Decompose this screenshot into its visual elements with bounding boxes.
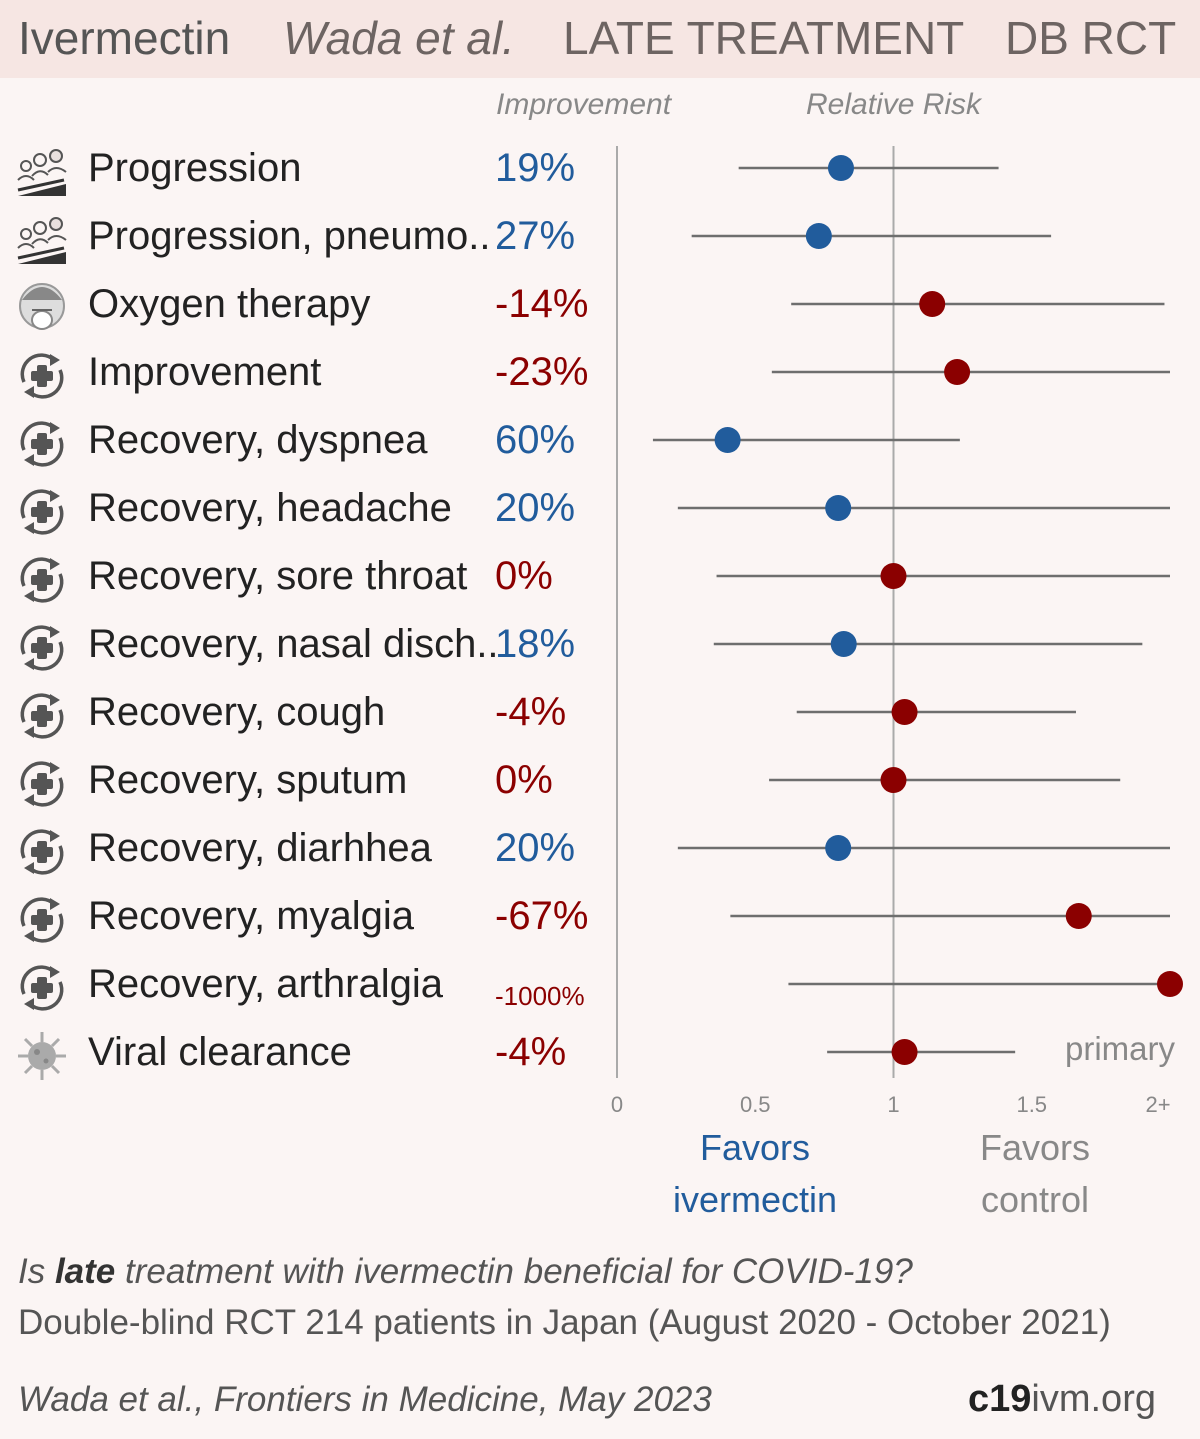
question-pre: Is — [18, 1252, 55, 1291]
x-tick-label: 1.5 — [1016, 1092, 1047, 1117]
relative-risk-point — [1065, 903, 1092, 929]
relative-risk-point — [891, 1039, 918, 1065]
brand-link[interactable]: c19ivm.org — [968, 1378, 1156, 1421]
relative-risk-point — [944, 359, 971, 385]
improvement-value: 60% — [495, 418, 576, 462]
relative-risk-point — [919, 291, 946, 317]
relative-risk-point — [805, 223, 832, 249]
study-design: Double-blind RCT 214 patients in Japan (… — [18, 1303, 1111, 1342]
recovery-icon — [14, 756, 70, 812]
relative-risk-column-header: Relative Risk — [806, 88, 982, 121]
favors-left-line1: Favors — [699, 1127, 811, 1168]
question-post: treatment with ivermectin beneficial for… — [115, 1252, 913, 1291]
x-tick-label: 0 — [611, 1092, 623, 1117]
outcome-row: Recovery, myalgia -67% — [0, 884, 1200, 952]
recovery-icon — [14, 416, 70, 472]
relative-risk-point — [1157, 971, 1183, 997]
outcome-row: Recovery, diarhhea 20% — [0, 816, 1200, 884]
citation: Wada et al., Frontiers in Medicine, May … — [18, 1380, 712, 1419]
outcome-label: Progression — [88, 146, 302, 190]
improvement-value: 20% — [495, 826, 576, 870]
improvement-value: -4% — [495, 690, 567, 734]
outcome-label: Oxygen therapy — [88, 282, 371, 326]
relative-risk-point — [827, 155, 854, 181]
outcome-label: Recovery, headache — [88, 486, 452, 530]
progression-icon — [14, 212, 70, 268]
question-bold: late — [54, 1252, 116, 1291]
favors-right-line2: control — [980, 1179, 1090, 1220]
improvement-value: -1000% — [495, 981, 585, 1011]
outcome-label: Recovery, arthralgia — [88, 962, 443, 1006]
outcome-row: Progression, pneumo.. 27% — [0, 204, 1200, 272]
relative-risk-point — [830, 631, 857, 657]
relative-risk-point — [714, 427, 741, 453]
relative-risk-point — [825, 835, 852, 861]
outcome-label: Recovery, nasal disch.. — [88, 622, 499, 666]
recovery-icon — [14, 552, 70, 608]
brand-rest: ivm.org — [1031, 1378, 1156, 1420]
improvement-value: 20% — [495, 486, 576, 530]
treatment-title: LATE TREATMENT — [563, 12, 965, 64]
outcome-label: Recovery, diarhhea — [88, 826, 432, 870]
improvement-value: -23% — [495, 350, 589, 394]
improvement-value: 0% — [495, 554, 553, 598]
favors-control-label: Favors control — [935, 1122, 1135, 1226]
outcome-label: Recovery, dyspnea — [88, 418, 428, 462]
x-tick-label: 0.5 — [740, 1092, 771, 1117]
improvement-value: -14% — [495, 282, 589, 326]
outcome-label: Recovery, sputum — [88, 758, 408, 802]
authors-title: Wada et al. — [283, 12, 515, 64]
outcome-label: Viral clearance — [88, 1030, 352, 1074]
favors-left-line2: ivermectin — [672, 1179, 838, 1220]
favors-right-line1: Favors — [979, 1127, 1091, 1168]
brand-bold: c19 — [968, 1378, 1032, 1420]
improvement-value: -4% — [495, 1030, 567, 1074]
relative-risk-point — [825, 495, 852, 521]
outcome-label: Recovery, myalgia — [88, 894, 415, 938]
improvement-value: 0% — [495, 758, 553, 802]
study-question: Is late treatment with ivermectin benefi… — [18, 1252, 913, 1292]
x-tick-label: 1 — [887, 1092, 899, 1117]
recovery-icon — [14, 688, 70, 744]
progression-icon — [14, 144, 70, 200]
outcome-label: Recovery, cough — [88, 690, 386, 734]
outcome-row: Recovery, arthralgia -1000% — [0, 952, 1200, 1020]
recovery-icon — [14, 824, 70, 880]
recovery-icon — [14, 484, 70, 540]
improvement-value: 18% — [495, 622, 576, 666]
improvement-value: -67% — [495, 894, 589, 938]
title-bar: Ivermectin Wada et al. LATE TREATMENT DB… — [0, 0, 1200, 78]
improvement-column-header: Improvement — [496, 88, 672, 121]
outcome-label: Improvement — [88, 350, 322, 394]
x-tick-label: 2+ — [1145, 1092, 1170, 1117]
outcome-label: Recovery, sore throat — [88, 554, 468, 598]
drug-title: Ivermectin — [18, 12, 231, 64]
improvement-value: 19% — [495, 146, 576, 190]
relative-risk-point — [880, 563, 907, 589]
outcome-row: Recovery, nasal disch.. 18% — [0, 612, 1200, 680]
outcome-row: Recovery, headache 20% — [0, 476, 1200, 544]
outcome-row: Oxygen therapy -14% — [0, 272, 1200, 340]
outcome-row: Progression 19% — [0, 136, 1200, 204]
favors-ivermectin-label: Favors ivermectin — [650, 1122, 860, 1226]
outcome-label: Progression, pneumo.. — [88, 214, 491, 258]
primary-label: primary — [1065, 1030, 1176, 1067]
recovery-icon — [14, 960, 70, 1016]
study-type-title: DB RCT — [1005, 12, 1177, 64]
improvement-value: 27% — [495, 214, 576, 258]
outcome-row: Recovery, dyspnea 60% — [0, 408, 1200, 476]
recovery-icon — [14, 892, 70, 948]
oxygen-mask-icon — [14, 280, 70, 336]
outcome-row: Recovery, sore throat 0% — [0, 544, 1200, 612]
relative-risk-point — [880, 767, 907, 793]
outcome-row: Recovery, cough -4% — [0, 680, 1200, 748]
recovery-icon — [14, 620, 70, 676]
relative-risk-point — [891, 699, 918, 725]
outcome-row: Viral clearance -4% — [0, 1020, 1200, 1088]
outcome-row: Improvement -23% — [0, 340, 1200, 408]
virus-icon — [14, 1028, 70, 1084]
recovery-icon — [14, 348, 70, 404]
outcome-row: Recovery, sputum 0% — [0, 748, 1200, 816]
